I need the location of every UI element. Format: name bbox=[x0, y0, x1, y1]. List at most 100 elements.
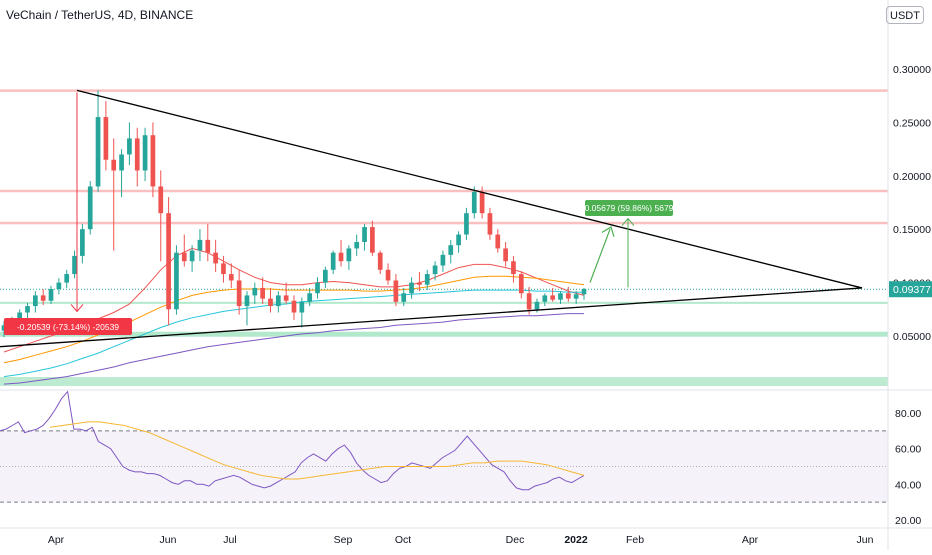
rsi-tick-label: 80.00 bbox=[895, 408, 921, 420]
candle-body bbox=[299, 301, 305, 313]
candle-body bbox=[181, 252, 187, 262]
candle-body bbox=[448, 245, 454, 255]
candle bbox=[268, 287, 273, 313]
candle-body bbox=[33, 295, 38, 307]
price-tick-label: 0.30000 bbox=[893, 64, 931, 76]
price-tick-label: 0.05000 bbox=[893, 331, 931, 343]
candle bbox=[417, 271, 422, 292]
candle bbox=[181, 234, 187, 267]
candle bbox=[33, 291, 38, 313]
candle bbox=[354, 234, 360, 256]
candle-body bbox=[17, 312, 23, 319]
price-tick-label: 0.15000 bbox=[893, 224, 931, 236]
candle bbox=[252, 282, 258, 304]
candle bbox=[330, 250, 336, 275]
candle bbox=[323, 266, 328, 288]
candle-body bbox=[558, 293, 563, 300]
candle bbox=[307, 287, 313, 307]
candle bbox=[558, 291, 563, 304]
candle-body bbox=[189, 250, 195, 262]
candle-body bbox=[244, 295, 250, 307]
candle-body bbox=[95, 117, 101, 187]
candle-body bbox=[542, 295, 548, 302]
candle bbox=[495, 229, 501, 253]
rsi-tick-label: 40.00 bbox=[895, 479, 921, 491]
candle bbox=[142, 127, 148, 182]
price-tick-label: 0.20000 bbox=[893, 171, 931, 183]
candle-body bbox=[385, 269, 391, 281]
current-price-label: 0.09377 bbox=[893, 284, 931, 296]
candle bbox=[111, 138, 117, 251]
time-tick-label: Oct bbox=[395, 534, 411, 546]
candle bbox=[150, 122, 156, 198]
drawdown-label-box bbox=[4, 318, 132, 335]
candle bbox=[166, 197, 171, 326]
candle bbox=[197, 229, 203, 262]
candle-body bbox=[424, 274, 430, 285]
candle-body bbox=[111, 159, 117, 171]
candle-body bbox=[127, 138, 132, 155]
candle-body bbox=[511, 261, 516, 275]
candle-body bbox=[134, 138, 140, 171]
candle-body bbox=[142, 135, 148, 171]
candle bbox=[573, 291, 579, 304]
candle bbox=[464, 207, 469, 240]
candle-body bbox=[370, 227, 375, 253]
candle bbox=[542, 293, 548, 307]
candle bbox=[440, 250, 446, 272]
candle bbox=[393, 274, 399, 307]
time-tick-label: Jul bbox=[223, 534, 236, 546]
resistance-zone bbox=[0, 189, 888, 193]
candle-body bbox=[503, 248, 508, 262]
candle bbox=[385, 263, 391, 285]
candle-body bbox=[64, 274, 70, 283]
candle bbox=[174, 245, 179, 315]
candle-body bbox=[487, 213, 493, 235]
candle bbox=[236, 269, 242, 315]
candle bbox=[581, 287, 587, 300]
candle-body bbox=[80, 229, 85, 256]
candle bbox=[158, 170, 164, 262]
rsi-line bbox=[0, 390, 585, 491]
candle bbox=[409, 277, 414, 299]
projection-arrow-head bbox=[621, 217, 635, 226]
ascending-trendline bbox=[0, 287, 863, 348]
candle bbox=[205, 223, 211, 262]
candle-body bbox=[534, 301, 540, 310]
candle bbox=[432, 261, 438, 281]
candle-body bbox=[307, 293, 313, 302]
candle-body bbox=[432, 265, 438, 275]
time-tick-label: Jun bbox=[160, 534, 177, 546]
candle bbox=[64, 269, 70, 288]
candle bbox=[338, 239, 344, 267]
candle-body bbox=[581, 289, 587, 295]
candle-body bbox=[518, 274, 524, 294]
candle bbox=[299, 297, 305, 328]
projection-label: 0.05679 (59.86%) 5679 bbox=[585, 203, 674, 213]
candle-body bbox=[417, 282, 422, 285]
candle bbox=[244, 291, 250, 326]
candle-body bbox=[48, 289, 54, 301]
bullish-path-arrow bbox=[589, 228, 611, 283]
candle-body bbox=[213, 252, 218, 264]
candle-body bbox=[526, 293, 532, 310]
candle-body bbox=[72, 255, 77, 275]
candle bbox=[40, 289, 46, 306]
candle bbox=[275, 291, 281, 313]
candle bbox=[448, 239, 454, 264]
candle bbox=[370, 220, 375, 256]
candle-body bbox=[166, 213, 171, 310]
candle bbox=[362, 223, 367, 251]
descending-trendline bbox=[76, 89, 863, 289]
currency-selector-button[interactable]: USDT bbox=[886, 6, 924, 24]
candle-body bbox=[150, 135, 156, 187]
candle-body bbox=[87, 186, 93, 230]
candle-body bbox=[440, 254, 446, 266]
support-zone bbox=[0, 331, 888, 337]
candle bbox=[95, 90, 101, 192]
support-zone bbox=[0, 301, 888, 304]
candle-body bbox=[174, 252, 179, 310]
candle bbox=[134, 127, 140, 187]
candle-body bbox=[260, 287, 265, 299]
